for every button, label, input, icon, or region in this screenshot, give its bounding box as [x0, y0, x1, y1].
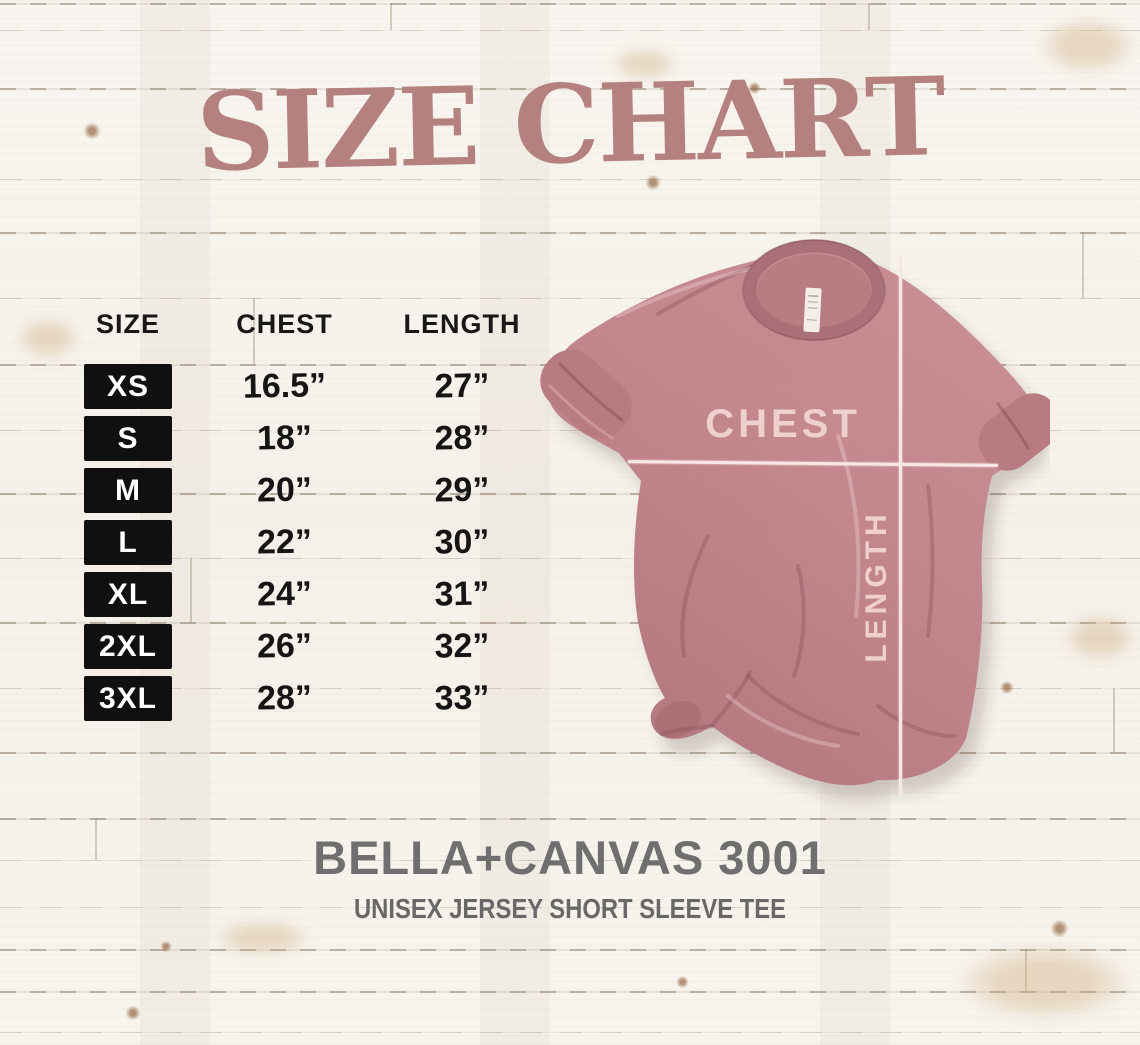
collar-band	[743, 239, 885, 341]
wood-plank-seam	[0, 88, 1140, 90]
table-row: 2XL 26” 32”	[84, 624, 527, 669]
chest-value: 16.5”	[242, 366, 327, 406]
table-row: 3XL 28” 33”	[84, 676, 527, 721]
wood-patch	[1065, 615, 1135, 660]
size-badge: 2XL	[84, 624, 172, 669]
wood-plank-seam	[0, 558, 1140, 559]
chest-value: 26”	[256, 626, 313, 666]
table-row: L 22” 30”	[84, 520, 527, 565]
wood-knot	[125, 1006, 141, 1020]
size-badge: L	[84, 520, 172, 565]
chest-label: CHEST	[705, 402, 861, 446]
table-row: S 18” 28”	[84, 416, 527, 461]
wood-patch	[1040, 18, 1135, 73]
neck-tag	[803, 287, 822, 333]
page-title: SIZE CHART	[195, 54, 945, 196]
wood-knot	[1050, 920, 1069, 937]
wood-plank-seam	[0, 493, 1140, 495]
wood-plank-seam	[0, 179, 1140, 180]
hem-knot	[654, 700, 702, 738]
wood-joint	[390, 3, 392, 30]
collar-seam	[742, 239, 886, 341]
wood-knot	[748, 82, 761, 94]
wood-knot	[1000, 681, 1014, 694]
size-badge: S	[84, 416, 172, 461]
wood-patch	[612, 48, 677, 80]
wood-joint	[1082, 232, 1084, 298]
wood-knot	[645, 175, 661, 190]
wood-plank-seam	[0, 752, 1140, 754]
wood-joint	[868, 3, 870, 30]
rolled-cuff-left	[540, 349, 632, 440]
chest-value: 28”	[256, 678, 313, 718]
length-label: LENGTH	[860, 509, 893, 663]
table-row: XS 16.5” 27”	[84, 364, 527, 409]
table-row: M 20” 29”	[84, 468, 527, 513]
size-badge: M	[84, 468, 172, 513]
wood-plank-seam	[0, 688, 1140, 689]
brand-name: BELLA+CANVAS 3001	[313, 831, 827, 884]
wood-plank-seam	[0, 991, 1140, 993]
size-badge: 3XL	[84, 676, 172, 721]
wood-joint	[95, 818, 97, 860]
wood-joint	[253, 298, 255, 364]
tshirt-image	[540, 239, 1062, 800]
wood-plank-seam	[0, 1032, 1140, 1033]
wood-patch	[215, 920, 310, 955]
length-measure-line	[899, 256, 902, 796]
wood-knot	[83, 123, 101, 139]
chest-value: 22”	[256, 522, 313, 562]
fabric-highlights	[616, 266, 861, 748]
wood-plank-seam	[0, 3, 1140, 5]
header-size: SIZE	[95, 308, 160, 339]
wood-knot	[676, 976, 689, 988]
wood-plank-seam	[0, 949, 1140, 951]
wood-plank-seam	[0, 298, 1140, 299]
size-table-header-row: SIZE CHEST LENGTH	[84, 302, 527, 346]
wood-joint	[1113, 688, 1115, 752]
wood-patch	[960, 945, 1130, 1020]
wood-plank-seam	[0, 818, 1140, 820]
size-table: SIZE CHEST LENGTH XS 16.5” 27” S 18” 28”…	[84, 302, 527, 728]
wood-plank-seam	[0, 622, 1140, 624]
wood-joint	[1025, 949, 1027, 991]
header-chest: CHEST	[236, 308, 333, 339]
chest-value: 20”	[256, 470, 313, 510]
size-badge: XS	[84, 364, 172, 409]
wood-knot	[160, 941, 172, 952]
size-badge: XL	[84, 572, 172, 617]
wood-plank-seam	[0, 907, 1140, 908]
wood-plank-seam	[0, 30, 1140, 31]
product-subtitle: UNISEX JERSEY SHORT SLEEVE TEE	[353, 893, 787, 924]
wood-plank-seam	[0, 860, 1140, 861]
tshirt-photo	[498, 236, 1062, 822]
header-length: LENGTH	[403, 308, 521, 339]
fabric-folds	[656, 264, 956, 738]
wood-plank-seam	[0, 232, 1140, 234]
wood-joint	[190, 558, 192, 622]
table-row: XL 24” 31”	[84, 572, 527, 617]
wood-patch	[18, 318, 78, 358]
rolled-cuff-right	[978, 393, 1062, 471]
chest-value: 24”	[256, 574, 313, 614]
chest-value: 18”	[256, 418, 313, 458]
